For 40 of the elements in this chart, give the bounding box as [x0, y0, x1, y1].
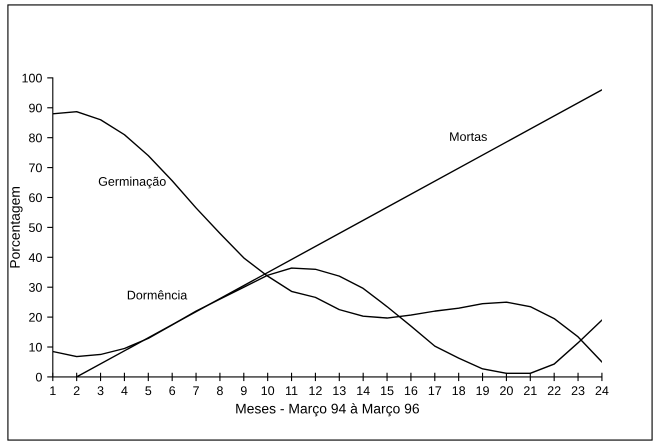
x-tick-label: 6: [169, 386, 176, 396]
x-tick-label: 17: [428, 386, 442, 395]
y-tick-label: 70: [29, 163, 42, 172]
y-tick-label: 50: [28, 223, 42, 232]
x-tick-label: 22: [548, 386, 560, 395]
x-tick-label: 9: [240, 386, 247, 396]
y-tick-label: 80: [29, 133, 42, 142]
y-tick-label: 100: [22, 74, 42, 83]
series-label: Germinação: [98, 176, 166, 188]
x-tick-label: 1: [50, 386, 56, 395]
x-tick-label: 21: [524, 386, 537, 395]
y-tick-label: 90: [29, 104, 42, 112]
x-tick-label: 19: [476, 386, 489, 396]
x-tick-label: 13: [333, 386, 346, 396]
x-tick-label: 14: [357, 386, 370, 395]
y-tick-label: 0: [36, 372, 42, 382]
x-tick-label: 16: [404, 386, 418, 396]
x-tick-label: 8: [216, 386, 223, 396]
x-axis-title: Meses - Março 94 à Março 96: [236, 403, 419, 416]
series-label: Mortas: [450, 132, 487, 142]
x-tick-label: 18: [452, 386, 466, 396]
x-tick-label: 5: [145, 386, 152, 396]
y-tick-label: 40: [28, 253, 42, 262]
x-tick-label: 24: [596, 386, 609, 395]
y-tick-label: 20: [29, 312, 42, 322]
y-axis-title: Porcentagem: [10, 187, 23, 268]
x-tick-label: 15: [381, 386, 394, 396]
y-tick-label: 60: [29, 193, 42, 202]
y-tick-label: 10: [29, 342, 42, 352]
x-tick-label: 12: [309, 386, 322, 395]
x-tick-label: 4: [121, 386, 128, 395]
x-tick-label: 7: [193, 386, 199, 395]
x-tick-label: 11: [286, 386, 298, 395]
y-tick-label: 30: [28, 283, 42, 292]
x-tick-label: 3: [98, 386, 104, 396]
x-tick-label: 2: [74, 386, 80, 395]
x-tick-label: 23: [572, 386, 584, 396]
x-tick-label: 20: [500, 386, 513, 396]
x-tick-label: 10: [262, 386, 274, 396]
series-label: Dormência: [128, 290, 188, 300]
